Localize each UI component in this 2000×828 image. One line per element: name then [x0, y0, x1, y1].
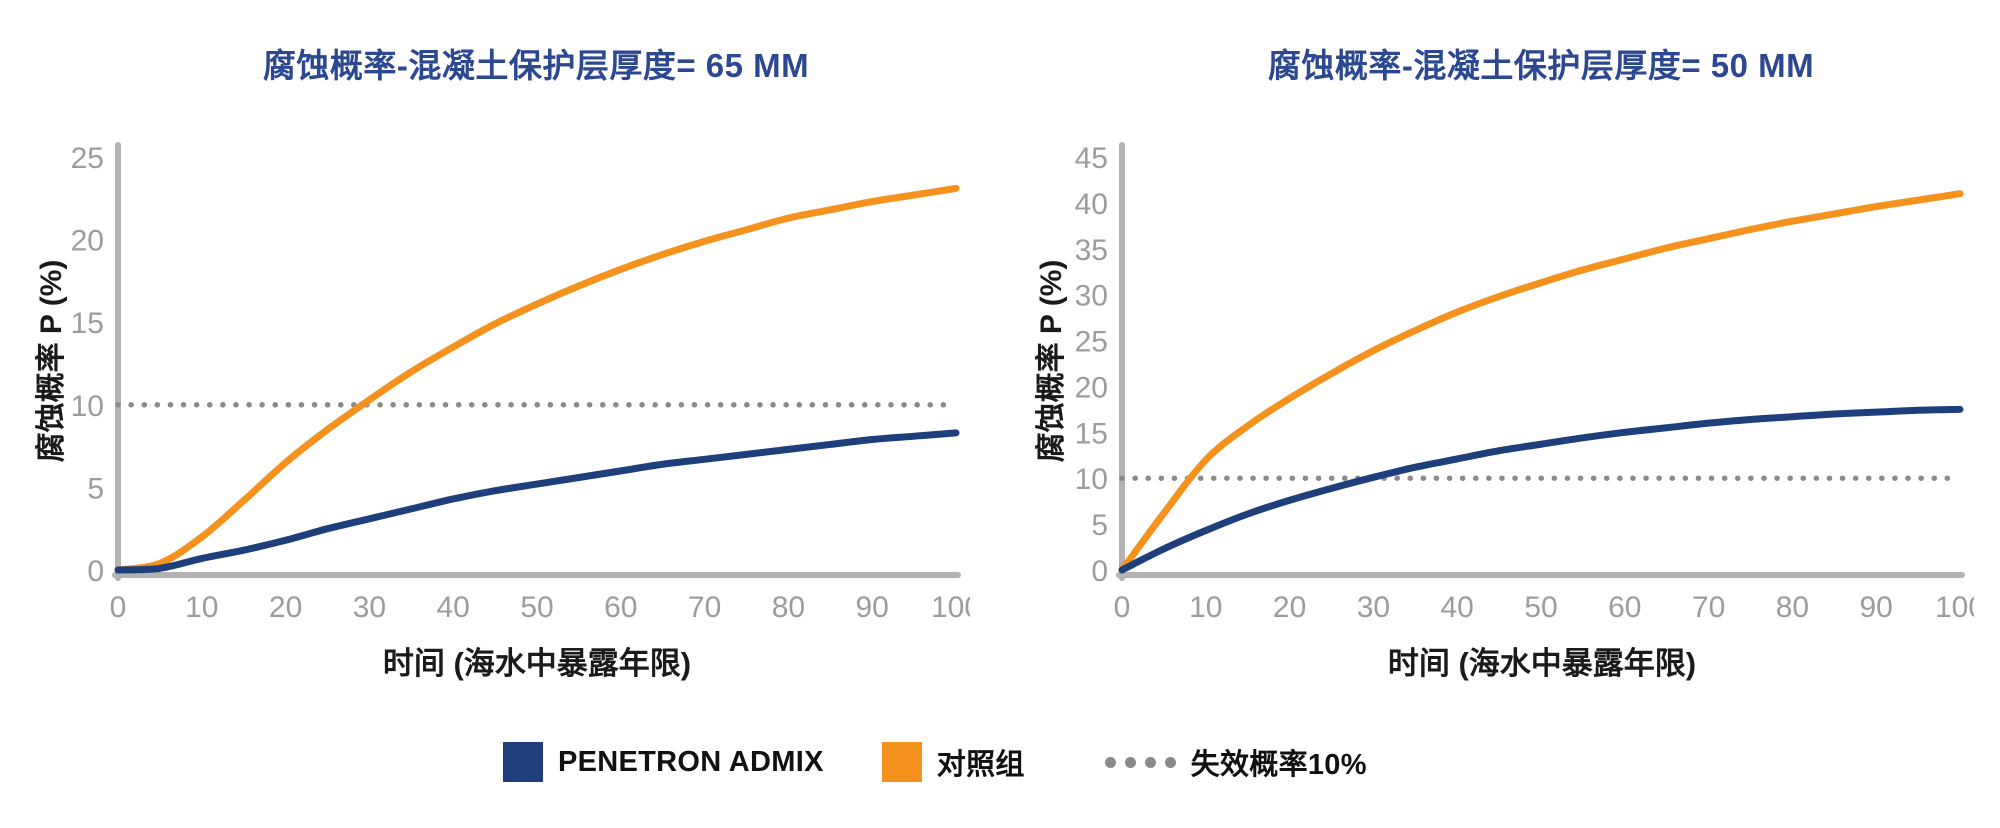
x-tick-label: 10: [185, 591, 218, 624]
x-tick-label: 90: [1860, 591, 1893, 624]
legend-label-control-group: 对照组: [936, 749, 1025, 781]
x-tick-label: 20: [1273, 591, 1306, 624]
y-tick-label: 10: [1075, 463, 1108, 496]
y-tick-label: 20: [71, 225, 104, 258]
x-tick-label: 30: [1357, 591, 1390, 624]
legend-label-penetron-admix: PENETRON ADMIX: [558, 745, 824, 778]
y-tick-label: 0: [1091, 555, 1108, 588]
x-tick-label: 100: [931, 591, 970, 624]
y-tick-label: 25: [1075, 326, 1108, 359]
x-tick-label: 10: [1189, 591, 1222, 624]
y-tick-label: 15: [71, 307, 104, 340]
y-tick-label: 35: [1075, 234, 1108, 267]
x-tick-label: 90: [856, 591, 889, 624]
x-tick-label: 100: [1935, 591, 1974, 624]
y-tick-label: 15: [1075, 417, 1108, 450]
legend: PENETRON ADMIX 对照组 失效概率10%: [503, 740, 1367, 784]
x-tick-label: 80: [1776, 591, 1809, 624]
x-tick-label: 40: [1441, 591, 1474, 624]
series-curve-penetron-admix: [114, 429, 960, 574]
legend-label-failure-probability: 失效概率10%: [1190, 749, 1367, 781]
y-tick-label: 20: [1075, 371, 1108, 404]
series-curve-penetron-admix: [1118, 405, 1964, 574]
y-tick-label: 5: [1091, 509, 1108, 542]
x-axis-label-left: 时间 (海水中暴露年限): [382, 646, 692, 681]
series-curve-control-group: [114, 184, 960, 574]
y-tick-label: 0: [87, 555, 104, 588]
y-tick-label: 5: [87, 472, 104, 505]
line-chart-50mm: 0 5 10 15 20 25 30 35 40 45 0 10 20 30 40 50 60 70 80 90 100: [1075, 142, 1974, 624]
x-tick-label: 20: [269, 591, 302, 624]
x-tick-label: 80: [772, 591, 805, 624]
x-tick-label: 50: [520, 591, 553, 624]
y-tick-label: 45: [1075, 142, 1108, 175]
x-tick-label: 60: [604, 591, 637, 624]
x-tick-label: 0: [110, 591, 127, 624]
x-tick-label: 70: [688, 591, 721, 624]
x-tick-label: 60: [1608, 591, 1641, 624]
x-tick-label: 70: [1692, 591, 1725, 624]
x-tick-label: 50: [1524, 591, 1557, 624]
line-chart-65mm: 0 5 10 15 20 25 0 10 20 30 40 50 60 70 80 90 100: [71, 142, 970, 624]
chart-title-65mm: 腐蚀概率-混凝土保护层厚度= 65 MM: [262, 47, 810, 84]
x-tick-label: 40: [437, 591, 470, 624]
y-tick-label: 25: [71, 142, 104, 175]
legend-swatch-control-group: [881, 742, 922, 782]
y-tick-label: 30: [1075, 280, 1108, 313]
chart-title-50mm: 腐蚀概率-混凝土保护层厚度= 50 MM: [1267, 47, 1815, 84]
series-curve-control-group: [1118, 190, 1964, 574]
y-tick-label: 40: [1075, 188, 1108, 221]
dotted-line-icon: [1104, 756, 1185, 768]
y-tick-label: 10: [71, 390, 104, 423]
x-axis-label-right: 时间 (海水中暴露年限): [1387, 646, 1697, 681]
x-tick-label: 30: [353, 591, 386, 624]
x-tick-label: 0: [1114, 591, 1131, 624]
legend-swatch-penetron-admix: [503, 742, 543, 782]
